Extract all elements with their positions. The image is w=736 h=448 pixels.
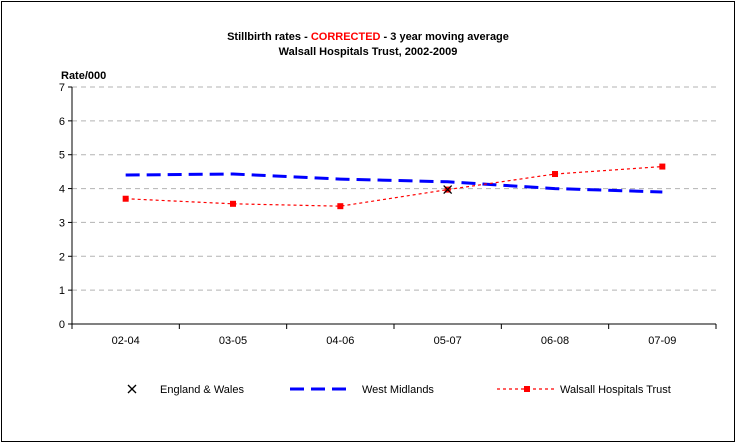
axis-layer: 0 1 2 3 4 5 6 7 02-04 03-05 04-06 05-07 06-08 07-09 [59, 82, 717, 347]
y-tick-label: 0 [59, 319, 65, 331]
legend-layer: England & Wales West Midlands Walsall Hosp… [127, 384, 671, 396]
series-layer [122, 163, 666, 210]
legend-marker [127, 384, 137, 394]
data-point [230, 200, 236, 207]
legend-label: West Midlands [362, 384, 434, 396]
legend-label: Walsall Hospitals Trust [560, 384, 671, 396]
chart-title-before: Stillbirth rates - [227, 31, 311, 43]
legend-entry: Walsall Hospitals Trust [497, 384, 671, 396]
x-tick-label: 04-06 [326, 335, 354, 347]
chart-subtitle: Walsall Hospitals Trust, 2002-2009 [279, 46, 458, 58]
x-tick-label: 07-09 [648, 335, 676, 347]
x-tick-label: 02-04 [112, 335, 140, 347]
legend-label: England & Wales [160, 384, 244, 396]
data-point [659, 163, 666, 170]
data-point [122, 195, 129, 202]
x-tick-label: 06-08 [541, 335, 569, 347]
y-tick-label: 6 [59, 116, 65, 128]
chart-title: Stillbirth rates - CORRECTED - 3 year mo… [227, 31, 509, 43]
y-tick-label: 1 [59, 285, 65, 297]
chart-title-after: - 3 year moving average [381, 31, 509, 43]
x-tick-label: 03-05 [219, 335, 247, 347]
data-point [337, 203, 344, 210]
legend-entry: West Midlands [290, 384, 434, 396]
y-tick-label: 3 [59, 217, 65, 229]
y-tick-label: 5 [59, 150, 65, 162]
legend-marker [524, 386, 530, 392]
data-point [443, 185, 453, 195]
series-line [125, 172, 663, 194]
x-tick-label: 05-07 [434, 335, 462, 347]
y-axis-label: Rate/000 [61, 70, 106, 82]
legend-entry: England & Wales [127, 384, 244, 396]
y-tick-label: 4 [59, 184, 65, 196]
y-tick-label: 2 [59, 251, 65, 263]
data-point [552, 171, 558, 178]
chart-title-highlight: CORRECTED [311, 31, 381, 43]
y-tick-label: 7 [59, 82, 65, 94]
